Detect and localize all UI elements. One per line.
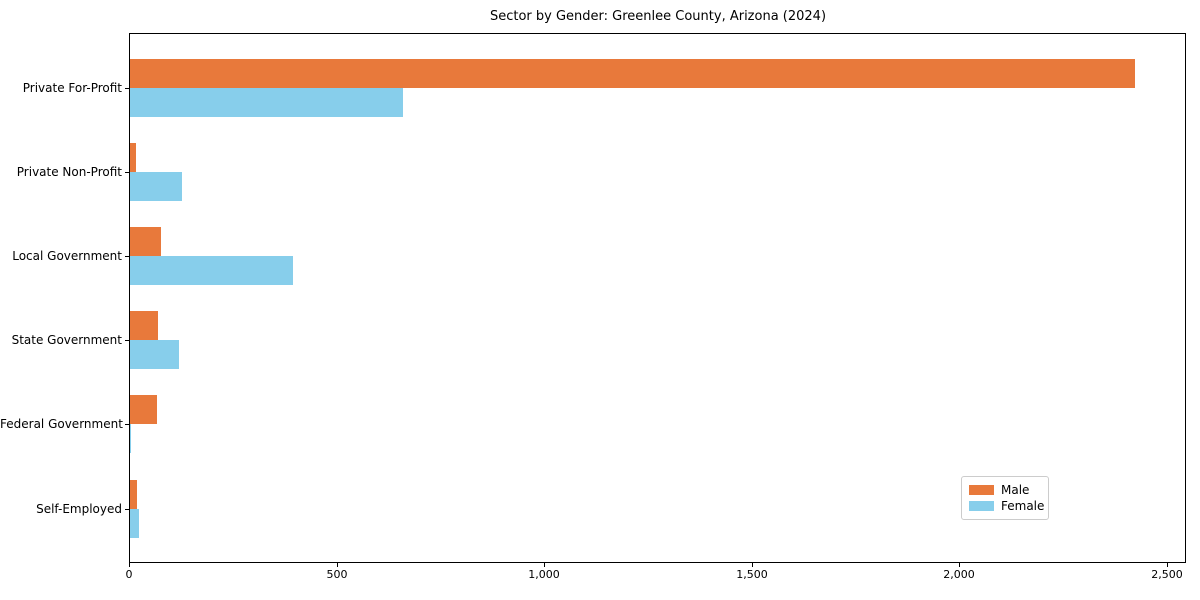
xtick-mark-5 <box>1167 563 1168 567</box>
xtick-mark-3 <box>752 563 753 567</box>
xtick-label-1: 500 <box>326 568 348 581</box>
xtick-label-3: 1,500 <box>736 568 768 581</box>
bar-male-4 <box>130 395 157 424</box>
ytick-mark-3 <box>125 340 129 341</box>
xtick-mark-1 <box>337 563 338 567</box>
ytick-mark-2 <box>125 256 129 257</box>
ytick-mark-0 <box>125 88 129 89</box>
legend-label-female: Female <box>1001 499 1045 513</box>
ytick-label-0: Private For-Profit <box>22 81 122 95</box>
legend-item-female: Female <box>969 498 1045 514</box>
xtick-label-5: 2,500 <box>1151 568 1183 581</box>
ytick-label-5: Self-Employed <box>36 502 122 516</box>
bar-male-5 <box>130 480 137 509</box>
xtick-label-0: 0 <box>125 568 133 581</box>
legend-swatch-male-icon <box>969 485 994 495</box>
legend-label-male: Male <box>1001 483 1030 497</box>
ytick-label-1: Private Non-Profit <box>16 165 122 179</box>
xtick-mark-2 <box>544 563 545 567</box>
bar-male-1 <box>130 143 136 172</box>
bar-male-2 <box>130 227 161 256</box>
legend-item-male: Male <box>969 482 1041 498</box>
ytick-label-2: Local Government <box>12 249 122 263</box>
ytick-mark-4 <box>125 424 129 425</box>
ytick-label-4: Federal Government <box>0 417 123 431</box>
bar-female-5 <box>130 509 139 538</box>
bar-male-3 <box>130 311 158 340</box>
ytick-mark-1 <box>125 172 129 173</box>
bar-male-0 <box>130 59 1135 88</box>
bar-female-4 <box>130 424 131 453</box>
legend-swatch-female-icon <box>969 501 994 511</box>
xtick-label-2: 1,000 <box>528 568 560 581</box>
legend: Male Female <box>961 476 1049 520</box>
ytick-label-3: State Government <box>11 333 122 347</box>
bar-female-2 <box>130 256 293 285</box>
bar-female-1 <box>130 172 182 201</box>
xtick-mark-0 <box>129 563 130 567</box>
xtick-mark-4 <box>959 563 960 567</box>
chart-title: Sector by Gender: Greenlee County, Arizo… <box>489 9 827 24</box>
ytick-mark-5 <box>125 509 129 510</box>
bar-female-0 <box>130 88 403 117</box>
xtick-label-4: 2,000 <box>943 568 975 581</box>
bar-female-3 <box>130 340 179 369</box>
plot-area <box>129 33 1186 563</box>
